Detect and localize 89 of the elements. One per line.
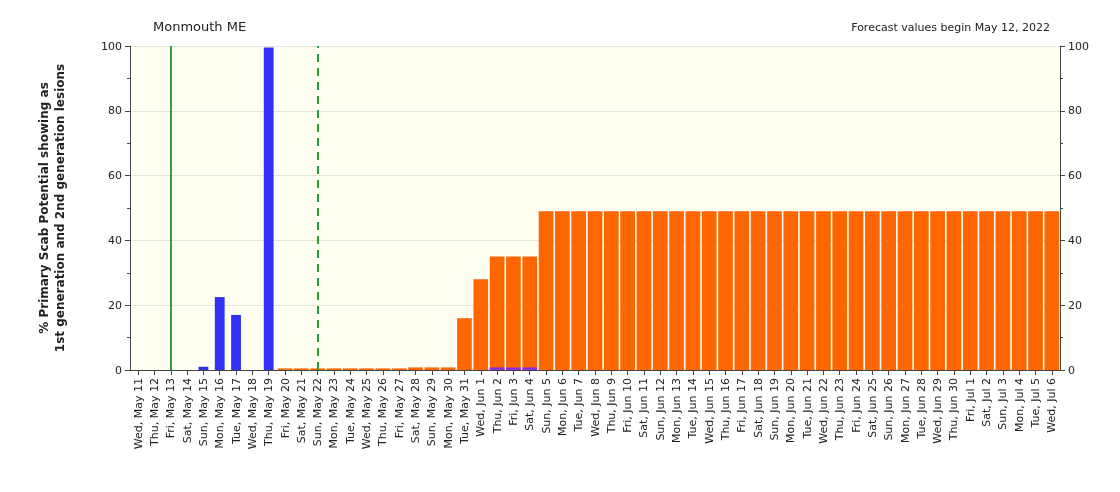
x-tick-label: Sun, Jun 26 [882, 378, 896, 441]
bar [848, 211, 864, 370]
x-tick-label: Tue, Jun 14 [686, 378, 700, 440]
bar [538, 211, 554, 370]
x-tick-label: Mon, Jun 13 [670, 378, 684, 443]
bar [214, 297, 225, 370]
bar [489, 256, 505, 370]
y2-tick-label: 20 [1068, 298, 1082, 312]
y2-tick-label: 80 [1068, 104, 1082, 118]
x-tick-label: Fri, Jun 3 [506, 378, 520, 426]
bar [231, 314, 241, 370]
x-tick-label: Thu, May 26 [376, 378, 390, 447]
x-tick-label: Sat, May 14 [180, 378, 194, 444]
y-tick-label: 60 [108, 169, 122, 183]
y-tick-label: 40 [108, 233, 122, 247]
x-tick-label: Thu, May 19 [262, 378, 276, 447]
x-tick-label: Sun, Jun 12 [653, 378, 667, 441]
x-tick-label: Wed, May 11 [131, 378, 145, 450]
bar [734, 211, 750, 370]
x-tick-label: Mon, Jul 4 [1012, 378, 1026, 432]
y-tick-label: 80 [108, 104, 122, 118]
x-tick-label: Sat, Jun 18 [751, 378, 765, 438]
x-tick-label: Tue, Jun 28 [914, 378, 928, 440]
x-tick-label: Fri, May 13 [164, 378, 178, 439]
x-tick-label: Thu, Jun 23 [833, 378, 847, 442]
x-tick-label: Tue, Jun 7 [572, 378, 586, 433]
x-tick-label: Fri, Jun 10 [621, 378, 635, 433]
x-tick-label: Mon, May 30 [441, 378, 455, 449]
x-tick-label: Wed, Jun 29 [931, 378, 945, 444]
bar [424, 367, 440, 370]
x-tick-label: Sat, Jun 25 [865, 378, 879, 438]
x-tick-label: Tue, May 17 [229, 378, 243, 446]
text: Forecast values begin May 12, 2022 [851, 21, 1050, 34]
x-tick-label: Tue, Jul 5 [1029, 378, 1043, 429]
y-axis-title: % Primary Scab Potential showing as 1st generation and 2nd generation lesions [37, 63, 67, 353]
y2-tick-label: 60 [1068, 169, 1082, 183]
x-tick-label: Sun, May 22 [311, 378, 325, 447]
x-tick-label: Sat, May 28 [409, 378, 423, 444]
x-tick-label: Thu, Jun 9 [604, 378, 618, 435]
x-tick-label: Mon, Jun 27 [898, 378, 912, 443]
x-tick-label: Fri, Jun 24 [849, 378, 863, 433]
x-tick-label: Fri, Jul 1 [963, 378, 977, 422]
y2-tick-label: 40 [1068, 233, 1082, 247]
x-tick-label: Wed, May 25 [360, 378, 374, 450]
y2-tick-label: 100 [1068, 39, 1089, 53]
x-tick-label: Wed, Jun 22 [816, 378, 830, 444]
x-tick-label: Sat, Jun 11 [637, 378, 651, 438]
text: Monmouth ME [153, 19, 247, 34]
bar [799, 211, 815, 370]
y-tick-label: 20 [108, 298, 122, 312]
bar [897, 211, 913, 370]
x-tick-label: Sun, Jun 5 [539, 378, 553, 434]
bar [1044, 211, 1060, 370]
x-tick-label: Tue, May 31 [457, 378, 471, 446]
x-tick-label: Sat, Jul 2 [980, 378, 994, 427]
x-tick-label: Sun, Jun 19 [767, 378, 781, 441]
x-tick-label: Wed, May 18 [245, 378, 259, 450]
bar [685, 211, 701, 370]
x-tick-label: Wed, Jun 1 [474, 378, 488, 437]
x-tick-label: Wed, Jun 15 [702, 378, 716, 444]
x-tick-label: Sat, Jun 4 [523, 378, 537, 431]
x-tick-label: Thu, Jun 16 [719, 378, 733, 442]
x-tick-label: Sun, Jul 3 [996, 378, 1010, 430]
y2-tick-label: 0 [1068, 363, 1075, 377]
y-tick-label: 0 [115, 363, 122, 377]
y-tick-label: 100 [101, 39, 122, 53]
x-tick-label: Thu, Jun 30 [947, 378, 961, 442]
x-tick-label: Wed, Jul 6 [1045, 378, 1059, 433]
bar [489, 367, 505, 370]
x-tick-label: Mon, May 23 [327, 378, 341, 449]
x-tick-label: Mon, Jun 6 [555, 378, 569, 436]
x-tick-label: Thu, Jun 2 [490, 378, 504, 435]
bar [946, 211, 962, 370]
x-tick-label: Sun, May 15 [196, 378, 210, 447]
x-tick-label: Sun, May 29 [425, 378, 439, 447]
x-tick-label: Wed, Jun 8 [588, 378, 602, 437]
x-tick-label: Mon, May 16 [213, 378, 227, 449]
bar [587, 211, 603, 370]
x-tick-label: Tue, Jun 21 [800, 378, 814, 440]
bar [995, 211, 1011, 370]
x-tick-label: Fri, May 27 [392, 378, 406, 439]
bar [263, 47, 274, 370]
bar [636, 211, 652, 370]
x-tick-label: Sat, May 21 [294, 378, 308, 444]
x-tick-label: Fri, Jun 17 [735, 378, 749, 433]
x-tick-label: Tue, May 24 [343, 378, 357, 446]
x-tick-label: Mon, Jun 20 [784, 378, 798, 443]
x-tick-label: Fri, May 20 [278, 378, 292, 439]
x-tick-label: Thu, May 12 [147, 378, 161, 447]
